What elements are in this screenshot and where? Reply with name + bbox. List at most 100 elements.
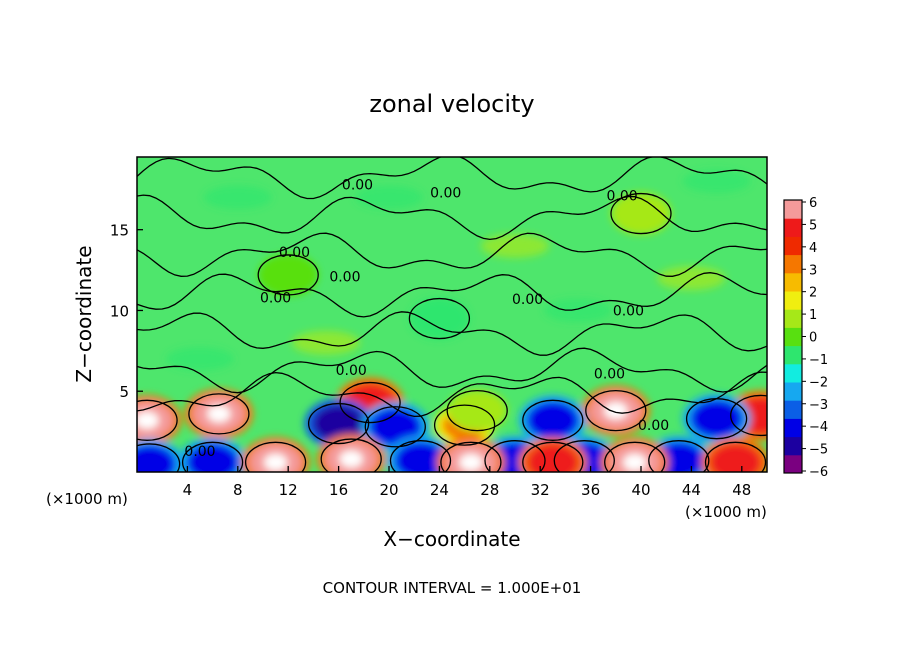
x-tick-label: 12 — [279, 481, 298, 499]
x-tick-label: 48 — [732, 481, 751, 499]
zero-contour-loop — [704, 441, 767, 472]
colorbar-swatch — [784, 272, 802, 292]
colorbar: 6 5 4 3 2 1 0 −1 −2 −3 −4 −5 −6 — [783, 196, 828, 480]
colorbar-swatch — [784, 345, 802, 365]
x-tick-label: 4 — [183, 481, 193, 499]
colorbar-tick-label: −3 — [809, 398, 828, 413]
zero-contour — [137, 371, 767, 418]
zero-contour-loop — [408, 297, 471, 340]
x-tick-label: 32 — [531, 481, 550, 499]
field-feature-core — [417, 303, 462, 334]
plot-frame — [136, 156, 768, 473]
contour-label: 0.00 — [184, 444, 215, 460]
zero-contour-loop — [522, 441, 584, 472]
field-variation — [657, 266, 726, 291]
y-tick-label: 5 — [119, 383, 129, 401]
contour-label: 0.00 — [613, 303, 644, 319]
colorbar-swatch — [784, 454, 802, 474]
zero-contour-loop — [339, 381, 401, 424]
colorbar-tick-label: 6 — [809, 196, 817, 211]
colorbar-swatch — [784, 254, 802, 274]
colorbar-swatch — [784, 327, 802, 347]
field-variation — [203, 185, 272, 210]
contour-label: 0.00 — [594, 366, 625, 382]
colorbar-tick-label: 4 — [809, 241, 817, 256]
colorbar-swatch — [784, 363, 802, 383]
zero-contour-loop — [585, 389, 647, 432]
contour-label: 0.00 — [607, 189, 638, 205]
y-tick-label: 15 — [110, 222, 129, 240]
colorbar-tick-label: −5 — [809, 443, 828, 458]
field-variation — [166, 346, 234, 371]
zero-contour-loop — [188, 393, 250, 435]
x-tick-label: 8 — [233, 481, 243, 499]
y-tick-label: 10 — [110, 302, 129, 320]
colorbar-tick-label: −1 — [809, 353, 828, 368]
colorbar-tick-label: 1 — [809, 308, 817, 323]
zero-contour — [137, 232, 767, 277]
field-feature-core — [455, 395, 500, 426]
y-axis-ticks: 5 10 15 — [110, 222, 143, 401]
field-variation — [292, 330, 360, 355]
contour-label: 0.00 — [329, 269, 360, 285]
y-axis-label: Z−coordinate — [72, 245, 96, 382]
zero-contour-loop — [610, 192, 672, 235]
colorbar-swatch — [784, 382, 802, 401]
x-tick-label: 44 — [682, 481, 701, 499]
zero-contour-loop — [181, 441, 244, 472]
field-feature-core — [137, 444, 176, 472]
x-tick-label: 20 — [379, 481, 398, 499]
contour-label: 0.00 — [336, 363, 367, 379]
x-tick-label: 28 — [480, 481, 499, 499]
colorbar-swatch — [784, 418, 802, 438]
zero-contour-loop — [440, 441, 502, 472]
field-feature-core — [526, 443, 579, 472]
field-feature-core — [690, 399, 743, 438]
zero-contour-loop — [320, 438, 382, 472]
x-tick-label: 36 — [581, 481, 600, 499]
zero-contour-loop — [522, 399, 584, 441]
field-variation — [544, 298, 612, 323]
zero-contour-loop — [244, 441, 307, 472]
contour-interval-note: CONTOUR INTERVAL = 1.000E+01 — [323, 579, 582, 597]
zero-contour-loop — [484, 440, 546, 472]
colorbar-tick-label: 2 — [809, 286, 817, 301]
x-axis-label: X−coordinate — [383, 527, 520, 551]
zero-contour-loop — [364, 406, 426, 448]
zero-contour-loop — [389, 440, 452, 472]
colorbar-tick-label: 5 — [809, 218, 817, 233]
field-feature-core — [394, 441, 447, 472]
field-feature-peak — [137, 411, 159, 429]
x-tick-label: 40 — [631, 481, 650, 499]
zero-contour-loop — [137, 443, 181, 472]
contour-label: 0.00 — [430, 185, 461, 201]
field-variation — [355, 185, 423, 210]
field-feature-peak — [339, 450, 363, 468]
zero-contour-loop — [730, 394, 767, 437]
colorbar-tick-label: −4 — [809, 420, 828, 435]
field-feature-peak — [263, 453, 288, 471]
x-unit-left: (×1000 m) — [46, 490, 128, 508]
colorbar-tick-label: 0 — [809, 331, 817, 346]
colorbar-swatch — [784, 436, 802, 456]
zero-contour-loop — [137, 399, 178, 441]
plot-area: 0.00 0.00 0.00 0.00 0.00 0.00 0.00 0.00 0.00 0.00… — [137, 157, 767, 472]
field-feature-peak — [459, 453, 483, 471]
field-feature-core — [312, 404, 365, 443]
zero-contour-loop — [685, 398, 748, 440]
zero-contour — [137, 194, 767, 241]
zero-contours — [137, 157, 767, 472]
colorbar-swatch — [784, 291, 802, 310]
field-feature-core — [526, 401, 579, 440]
x-tick-label: 24 — [430, 481, 449, 499]
x-tick-label: 16 — [329, 481, 348, 499]
colorbar-swatch — [784, 309, 802, 328]
zero-contour-loop — [257, 254, 319, 296]
contour-label: 0.00 — [638, 418, 669, 434]
zero-contour-loop — [307, 402, 370, 445]
field-variation — [682, 169, 751, 194]
colorbar-swatch — [784, 400, 802, 419]
x-axis-ticks: 4 8 12 16 20 24 28 32 36 40 44 48 — [183, 466, 751, 499]
field-feature-core — [186, 443, 239, 472]
